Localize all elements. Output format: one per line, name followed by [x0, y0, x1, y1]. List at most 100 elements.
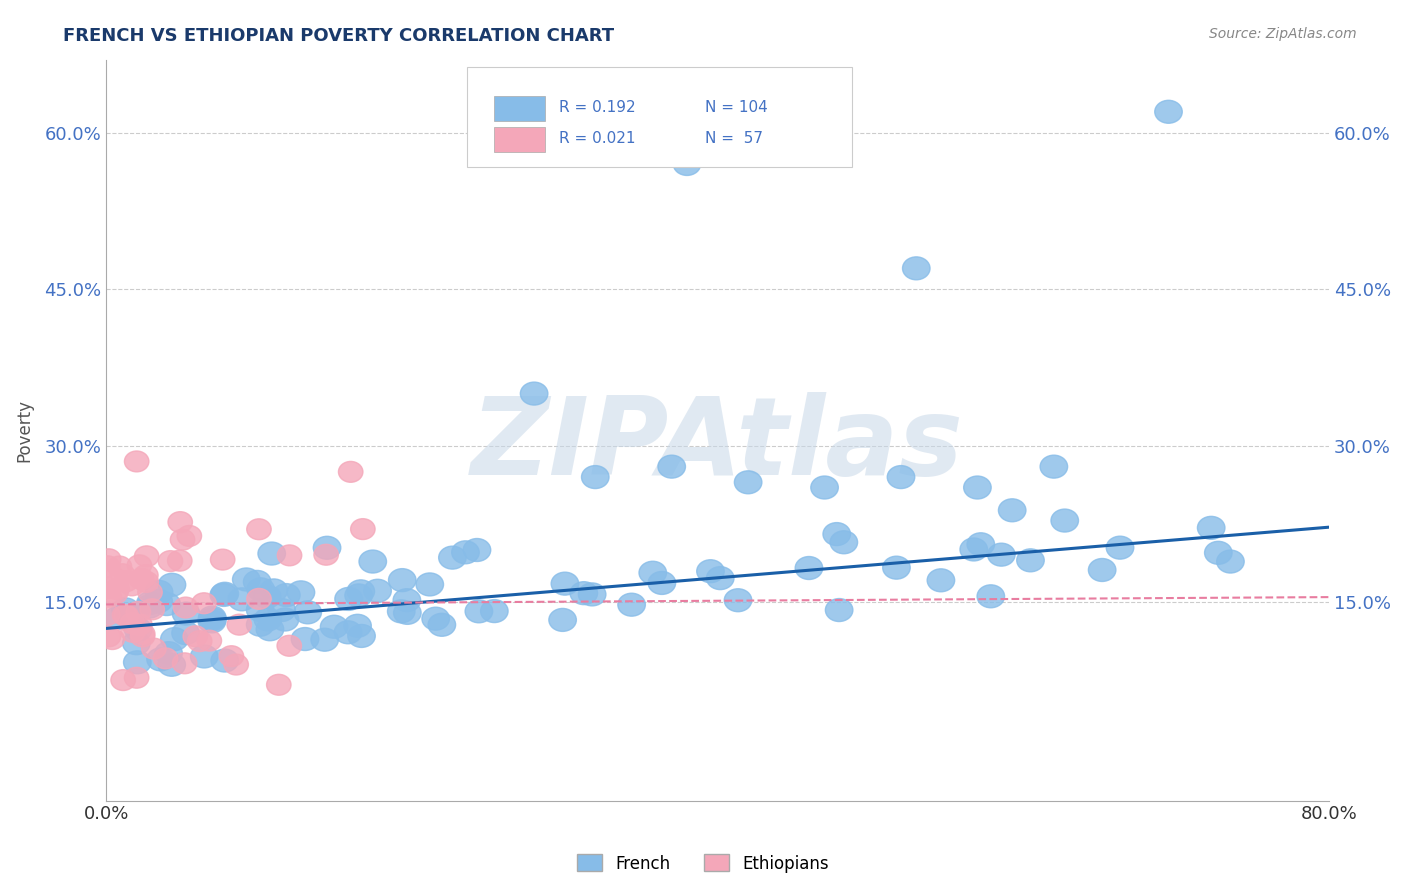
- Ellipse shape: [344, 615, 371, 637]
- Ellipse shape: [187, 631, 212, 651]
- Ellipse shape: [350, 518, 375, 540]
- Ellipse shape: [887, 466, 915, 489]
- Ellipse shape: [131, 624, 155, 644]
- Ellipse shape: [124, 667, 149, 689]
- Ellipse shape: [658, 455, 686, 478]
- Text: N = 104: N = 104: [706, 100, 768, 115]
- Ellipse shape: [825, 599, 853, 622]
- Ellipse shape: [247, 578, 274, 601]
- Ellipse shape: [339, 461, 363, 483]
- Ellipse shape: [124, 618, 152, 641]
- Ellipse shape: [347, 624, 375, 648]
- Ellipse shape: [177, 525, 201, 547]
- Ellipse shape: [173, 597, 198, 618]
- Ellipse shape: [124, 651, 150, 673]
- Ellipse shape: [321, 615, 347, 639]
- Ellipse shape: [1154, 100, 1182, 123]
- Ellipse shape: [101, 567, 127, 589]
- Ellipse shape: [254, 608, 281, 631]
- Ellipse shape: [142, 638, 166, 659]
- Ellipse shape: [96, 556, 120, 577]
- Ellipse shape: [111, 598, 139, 621]
- Ellipse shape: [198, 610, 225, 632]
- Text: FRENCH VS ETHIOPIAN POVERTY CORRELATION CHART: FRENCH VS ETHIOPIAN POVERTY CORRELATION …: [63, 27, 614, 45]
- Ellipse shape: [548, 608, 576, 632]
- FancyBboxPatch shape: [467, 67, 852, 167]
- Ellipse shape: [582, 466, 609, 489]
- Ellipse shape: [243, 570, 271, 593]
- Ellipse shape: [977, 585, 1004, 607]
- Ellipse shape: [253, 585, 281, 608]
- FancyBboxPatch shape: [494, 96, 546, 121]
- Ellipse shape: [451, 541, 479, 564]
- Ellipse shape: [734, 471, 762, 494]
- Ellipse shape: [153, 648, 177, 669]
- Ellipse shape: [1198, 516, 1225, 540]
- Text: ZIPAtlas: ZIPAtlas: [471, 392, 965, 498]
- Ellipse shape: [294, 601, 322, 624]
- Ellipse shape: [114, 605, 138, 626]
- Ellipse shape: [520, 382, 548, 405]
- Ellipse shape: [173, 602, 200, 625]
- Ellipse shape: [811, 476, 838, 499]
- Ellipse shape: [578, 583, 606, 606]
- Ellipse shape: [394, 589, 420, 612]
- Ellipse shape: [1216, 550, 1244, 573]
- Ellipse shape: [114, 571, 138, 591]
- Ellipse shape: [1017, 549, 1045, 572]
- Ellipse shape: [344, 584, 373, 607]
- Text: N =  57: N = 57: [706, 131, 763, 146]
- Ellipse shape: [724, 589, 752, 612]
- Ellipse shape: [260, 579, 288, 602]
- Ellipse shape: [131, 626, 155, 647]
- Ellipse shape: [159, 574, 186, 596]
- Ellipse shape: [135, 546, 159, 566]
- Ellipse shape: [388, 600, 415, 623]
- Ellipse shape: [138, 582, 162, 603]
- Text: R = 0.192: R = 0.192: [558, 100, 636, 115]
- Ellipse shape: [183, 626, 208, 647]
- Ellipse shape: [269, 599, 295, 622]
- Ellipse shape: [97, 586, 122, 607]
- FancyBboxPatch shape: [494, 127, 546, 153]
- Ellipse shape: [136, 591, 165, 615]
- Ellipse shape: [103, 583, 128, 604]
- Ellipse shape: [830, 531, 858, 554]
- Ellipse shape: [465, 599, 492, 623]
- Ellipse shape: [246, 519, 271, 540]
- Ellipse shape: [190, 645, 218, 668]
- Ellipse shape: [226, 615, 252, 635]
- Ellipse shape: [359, 550, 387, 573]
- Ellipse shape: [963, 476, 991, 499]
- Ellipse shape: [617, 593, 645, 616]
- Ellipse shape: [277, 635, 301, 657]
- Ellipse shape: [697, 560, 724, 582]
- Ellipse shape: [198, 606, 226, 629]
- Ellipse shape: [823, 523, 851, 546]
- Ellipse shape: [96, 626, 121, 647]
- Ellipse shape: [648, 572, 676, 594]
- Ellipse shape: [191, 593, 217, 614]
- Ellipse shape: [120, 613, 145, 633]
- Ellipse shape: [967, 533, 994, 556]
- Ellipse shape: [211, 649, 239, 672]
- Ellipse shape: [127, 555, 152, 575]
- Ellipse shape: [257, 542, 285, 565]
- Ellipse shape: [388, 568, 416, 591]
- Ellipse shape: [998, 499, 1026, 522]
- Ellipse shape: [167, 550, 193, 571]
- Ellipse shape: [173, 653, 197, 673]
- Ellipse shape: [117, 606, 145, 629]
- Ellipse shape: [120, 575, 145, 596]
- Ellipse shape: [246, 613, 274, 636]
- Ellipse shape: [211, 582, 239, 606]
- Ellipse shape: [172, 622, 200, 645]
- Ellipse shape: [97, 549, 121, 570]
- Ellipse shape: [256, 618, 284, 640]
- Ellipse shape: [638, 561, 666, 584]
- Ellipse shape: [987, 543, 1015, 566]
- Ellipse shape: [145, 581, 173, 603]
- Ellipse shape: [1040, 455, 1067, 478]
- Ellipse shape: [903, 257, 929, 280]
- Ellipse shape: [569, 582, 598, 605]
